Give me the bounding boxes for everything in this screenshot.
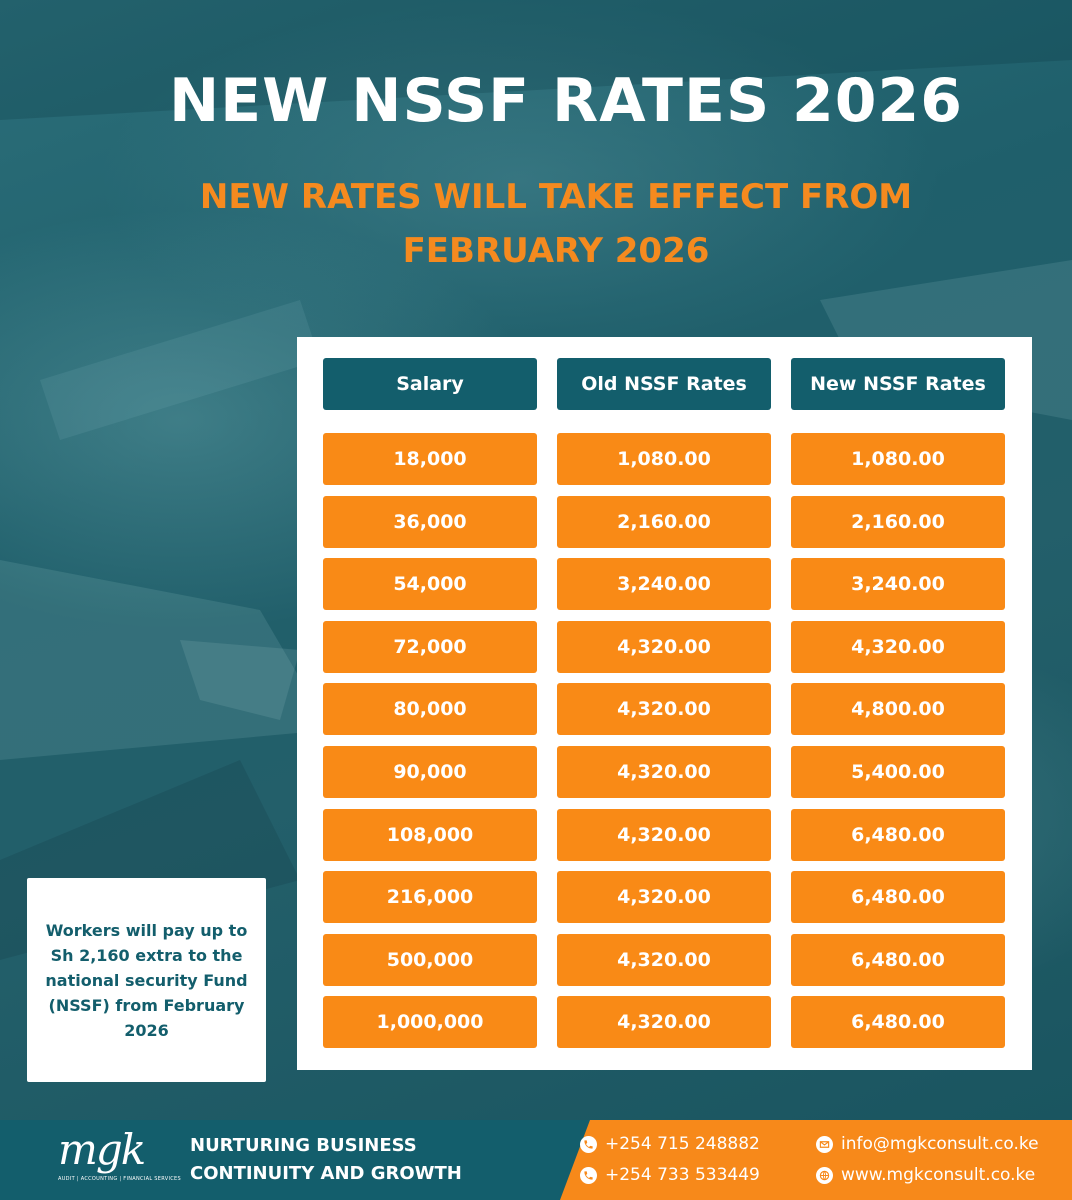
info-note: Workers will pay up to Sh 2,160 extra to… (27, 878, 266, 1082)
table-cell-salary: 72,000 (323, 621, 537, 673)
subtitle-line-2: FEBRUARY 2026 (402, 231, 710, 271)
table-cell-old-rate: 2,160.00 (557, 496, 771, 548)
table-cell-salary: 36,000 (323, 496, 537, 548)
table-cell-salary: 18,000 (323, 433, 537, 485)
email-icon (816, 1135, 833, 1153)
table-header-old-rate: Old NSSF Rates (557, 358, 771, 410)
table-cell-salary: 54,000 (323, 558, 537, 610)
footer-contact-panel (560, 1120, 1072, 1200)
table-cell-old-rate: 3,240.00 (557, 558, 771, 610)
logo-tagline: AUDIT | ACCOUNTING | FINANCIAL SERVICES (58, 1176, 181, 1182)
table-cell-salary: 216,000 (323, 871, 537, 923)
table-cell-salary: 1,000,000 (323, 996, 537, 1048)
table-cell-new-rate: 6,480.00 (791, 809, 1005, 861)
table-cell-new-rate: 6,480.00 (791, 996, 1005, 1048)
slogan-line-2: CONTINUITY AND GROWTH (190, 1163, 462, 1184)
page-subtitle: NEW RATES WILL TAKE EFFECT FROM FEBRUARY… (0, 170, 1072, 278)
table-cell-new-rate: 4,320.00 (791, 621, 1005, 673)
table-cell-new-rate: 3,240.00 (791, 558, 1005, 610)
table-cell-salary: 500,000 (323, 934, 537, 986)
footer: mgk AUDIT | ACCOUNTING | FINANCIAL SERVI… (0, 1120, 1072, 1200)
logo-text: mgk (58, 1125, 146, 1174)
table-cell-old-rate: 4,320.00 (557, 621, 771, 673)
table-cell-salary: 80,000 (323, 683, 537, 735)
phone-number-2: +254 733 533449 (605, 1165, 760, 1185)
table-cell-new-rate: 1,080.00 (791, 433, 1005, 485)
table-cell-old-rate: 4,320.00 (557, 996, 771, 1048)
subtitle-line-1: NEW RATES WILL TAKE EFFECT FROM (199, 177, 913, 217)
table-cell-new-rate: 2,160.00 (791, 496, 1005, 548)
globe-icon (816, 1166, 833, 1184)
footer-slogan: NURTURING BUSINESS CONTINUITY AND GROWTH (190, 1132, 462, 1188)
website-url: www.mgkconsult.co.ke (841, 1165, 1036, 1185)
table-cell-new-rate: 6,480.00 (791, 871, 1005, 923)
table-header-new-rate: New NSSF Rates (791, 358, 1005, 410)
email-address: info@mgkconsult.co.ke (841, 1134, 1039, 1154)
phone-number-1: +254 715 248882 (605, 1134, 760, 1154)
table-header-salary: Salary (323, 358, 537, 410)
table-cell-old-rate: 4,320.00 (557, 871, 771, 923)
table-cell-old-rate: 4,320.00 (557, 683, 771, 735)
info-note-text: Workers will pay up to Sh 2,160 extra to… (45, 920, 248, 1040)
slogan-line-1: NURTURING BUSINESS (190, 1135, 417, 1156)
table-cell-new-rate: 6,480.00 (791, 934, 1005, 986)
email-contact[interactable]: info@mgkconsult.co.ke (816, 1134, 1039, 1154)
phone-icon (580, 1166, 597, 1184)
table-cell-old-rate: 4,320.00 (557, 746, 771, 798)
table-cell-old-rate: 4,320.00 (557, 809, 771, 861)
table-cell-old-rate: 4,320.00 (557, 934, 771, 986)
phone-contact-2[interactable]: +254 733 533449 (580, 1165, 760, 1185)
table-cell-salary: 108,000 (323, 809, 537, 861)
rates-table: Salary Old NSSF Rates New NSSF Rates 18,000… (297, 337, 1032, 1070)
table-cell-new-rate: 5,400.00 (791, 746, 1005, 798)
table-cell-salary: 90,000 (323, 746, 537, 798)
phone-contact-1[interactable]: +254 715 248882 (580, 1134, 760, 1154)
phone-icon (580, 1135, 597, 1153)
table-cell-old-rate: 1,080.00 (557, 433, 771, 485)
page-title: NEW NSSF RATES 2026 (168, 66, 964, 136)
table-cell-new-rate: 4,800.00 (791, 683, 1005, 735)
logo: mgk AUDIT | ACCOUNTING | FINANCIAL SERVI… (58, 1125, 181, 1188)
website-contact[interactable]: www.mgkconsult.co.ke (816, 1165, 1035, 1185)
